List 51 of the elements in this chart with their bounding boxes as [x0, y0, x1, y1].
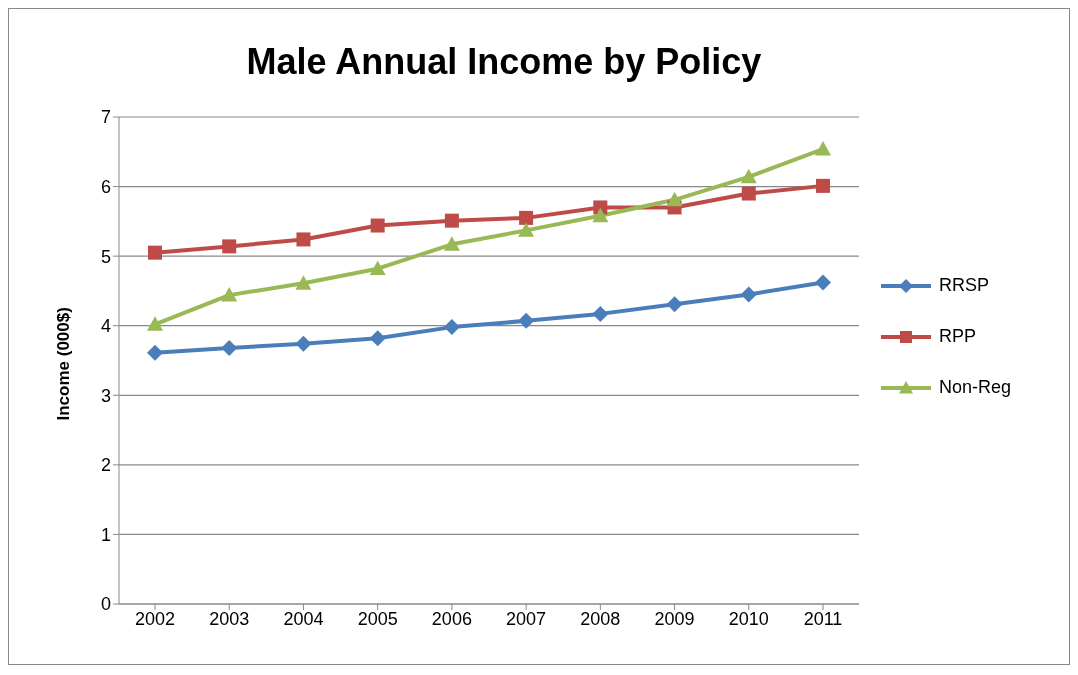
- point: [740, 286, 757, 303]
- point: [740, 168, 757, 184]
- x-tick-label: 2004: [283, 608, 324, 629]
- point: [443, 236, 460, 251]
- point: [666, 191, 683, 207]
- point: [148, 245, 162, 260]
- point: [815, 274, 831, 291]
- point: [592, 207, 609, 223]
- point: [295, 275, 312, 290]
- point: [518, 222, 535, 237]
- x-tick-label: 2005: [357, 608, 398, 629]
- y-axis-title: Income (000$): [54, 307, 74, 421]
- point: [370, 218, 385, 233]
- point: [519, 210, 534, 225]
- point: [443, 319, 460, 336]
- legend-label: RRSP: [939, 275, 990, 296]
- y-tick-label: 2: [100, 455, 111, 476]
- point: [816, 178, 830, 193]
- x-tick-label: 2008: [580, 608, 621, 629]
- y-tick-label: 7: [100, 107, 111, 128]
- point: [221, 287, 238, 302]
- x-tick-label: 2011: [803, 608, 843, 629]
- x-tick-label: 2006: [431, 608, 472, 629]
- point: [147, 344, 163, 361]
- y-tick-label: 1: [100, 524, 111, 545]
- point: [295, 335, 312, 352]
- point: [741, 186, 756, 201]
- x-tick-label: 2002: [134, 608, 176, 629]
- x-tick-label: 2003: [209, 608, 250, 629]
- point: [369, 330, 386, 347]
- point: [518, 312, 535, 329]
- point: [815, 141, 831, 156]
- chart-title: Male Annual Income by Policy: [245, 41, 763, 83]
- legend-label: RPP: [939, 326, 977, 347]
- x-tick-label: 2007: [506, 608, 547, 629]
- legend-label: Non-Reg: [939, 377, 1012, 398]
- point: [666, 296, 683, 313]
- point: [222, 239, 237, 254]
- y-tick-label: 0: [100, 594, 111, 615]
- point: [592, 305, 609, 322]
- x-tick-label: 2010: [728, 608, 769, 629]
- point: [147, 316, 163, 331]
- point: [221, 339, 238, 356]
- x-tick-label: 2009: [654, 608, 695, 629]
- y-tick-label: 6: [100, 176, 111, 197]
- point: [296, 232, 311, 247]
- point: [444, 213, 459, 228]
- y-tick-label: 4: [100, 316, 111, 337]
- point: [369, 260, 386, 276]
- y-tick-label: 3: [100, 385, 111, 406]
- y-tick-label: 5: [100, 246, 111, 267]
